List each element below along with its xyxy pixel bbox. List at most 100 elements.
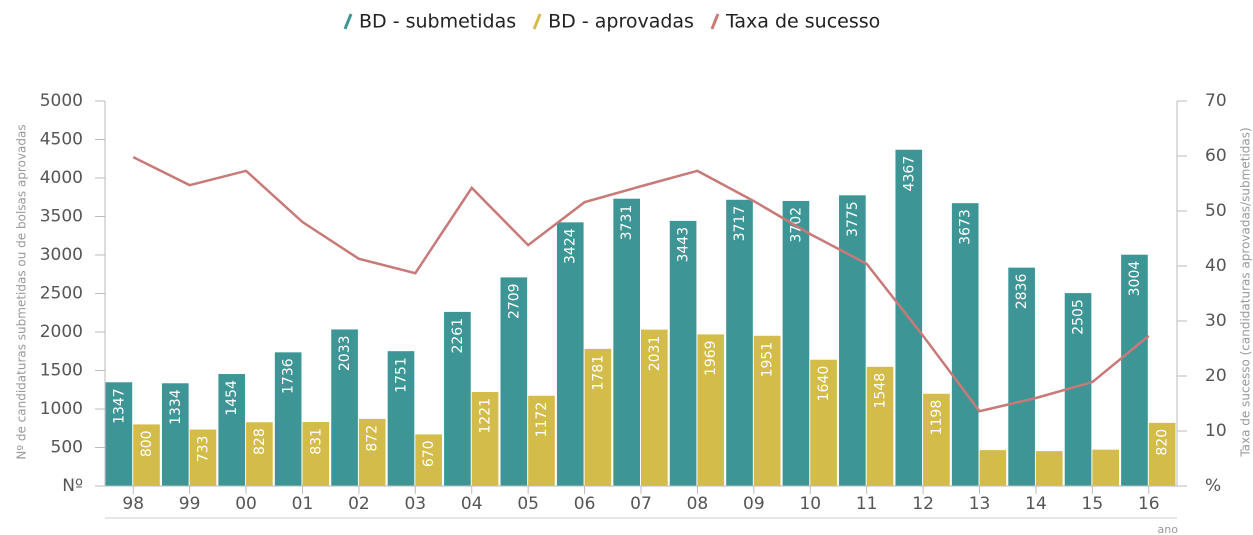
- x-tick-label: 03: [404, 494, 426, 514]
- bar: [1092, 449, 1120, 486]
- y-tick-label: Nº: [62, 476, 83, 496]
- rate-line: [132, 155, 1150, 413]
- x-tick-label: 99: [179, 494, 201, 514]
- data-label: 1454: [224, 380, 240, 416]
- bar: [246, 422, 273, 486]
- y-tick-label: 500: [51, 438, 83, 458]
- data-label: 2505: [1071, 299, 1087, 335]
- x-tick-label: 02: [348, 494, 370, 514]
- data-label: 733: [195, 436, 211, 463]
- bar: [528, 395, 555, 486]
- bar: [161, 383, 189, 486]
- y-tick-label: 3000: [40, 245, 83, 265]
- bar: [189, 429, 217, 486]
- bar: [274, 352, 302, 486]
- data-label: 3775: [845, 201, 861, 237]
- bar: [641, 329, 668, 486]
- data-label: 2261: [450, 318, 466, 354]
- bar: [753, 335, 781, 486]
- data-label: 1172: [534, 402, 550, 438]
- x-tick-label: 16: [1138, 494, 1160, 514]
- x-tick-label: 01: [292, 494, 314, 514]
- data-label: 828: [252, 428, 268, 455]
- bar: [782, 200, 810, 487]
- bar: [726, 199, 753, 486]
- y-axis-title: Nº de candidaturas submetidas ou de bols…: [15, 124, 29, 459]
- bar: [979, 450, 1007, 486]
- data-label: 3004: [1127, 261, 1143, 297]
- data-label: 3673: [958, 209, 974, 245]
- y2-tick-label: 70: [1205, 91, 1227, 111]
- y-tick-label: 2500: [40, 284, 83, 304]
- data-label: 831: [308, 428, 324, 455]
- y-tick-label: 3500: [40, 207, 83, 227]
- data-label: 1969: [703, 340, 719, 376]
- y-tick-label: 5000: [40, 91, 83, 111]
- data-label: 2033: [337, 335, 353, 371]
- data-label: 1347: [111, 388, 127, 424]
- y-tick-label: 2000: [40, 322, 83, 342]
- bar: [471, 391, 499, 486]
- y-tick-label: 1500: [40, 361, 83, 381]
- x-tick-label: 09: [743, 494, 765, 514]
- y-tick-label: 1000: [40, 399, 83, 419]
- bar: [415, 434, 442, 486]
- x-tick-label: 00: [235, 494, 257, 514]
- data-label: 472: [1098, 419, 1114, 446]
- bar: [444, 311, 471, 486]
- y2-tick-label: %: [1205, 476, 1221, 496]
- data-label: 466: [985, 419, 1001, 446]
- bar: [923, 393, 950, 486]
- data-label: 2836: [1014, 274, 1030, 310]
- data-label: 670: [421, 440, 437, 467]
- legend-label: BD - submetidas: [359, 11, 516, 33]
- data-label: 1548: [873, 373, 889, 409]
- data-label: 1736: [281, 358, 297, 394]
- bar: [1148, 422, 1176, 486]
- y2-tick-label: 40: [1205, 256, 1227, 276]
- x-tick-label: 06: [574, 494, 596, 514]
- bar: [839, 195, 866, 486]
- y2-axis-title: Taxa de sucesso (candidaturas aprovadas/…: [1239, 127, 1253, 457]
- bar: [697, 334, 725, 486]
- bar: [1035, 451, 1063, 486]
- x-tick-label: 05: [517, 494, 539, 514]
- data-label: 4367: [901, 156, 917, 192]
- bar: [302, 422, 330, 486]
- bar: [669, 220, 697, 486]
- legend-label: BD - aprovadas: [548, 11, 694, 33]
- data-label: 453: [1042, 420, 1058, 447]
- x-tick-label: 11: [856, 494, 878, 514]
- y2-tick-label: 50: [1205, 201, 1227, 221]
- legend-swatch: [343, 13, 353, 30]
- bar: [1008, 267, 1035, 486]
- data-label: 3731: [619, 205, 635, 241]
- bar: [331, 329, 358, 486]
- y2-tick-label: 10: [1205, 421, 1227, 441]
- x-tick-label: 04: [461, 494, 483, 514]
- legend-swatch: [710, 13, 720, 30]
- y-tick-label: 4500: [40, 130, 83, 150]
- legend: BD - submetidas BD - aprovadas Taxa de suc…: [343, 11, 880, 33]
- bar: [500, 277, 528, 486]
- data-label: 2709: [506, 283, 522, 319]
- y-tick-label: 4000: [40, 168, 83, 188]
- data-label: 2031: [647, 336, 663, 372]
- data-label: 872: [365, 425, 381, 452]
- data-label: 1640: [816, 366, 832, 402]
- data-label: 1951: [760, 342, 776, 378]
- bar: [951, 203, 979, 486]
- x-tick-label: 15: [1082, 494, 1104, 514]
- y2-tick-label: 20: [1205, 366, 1227, 386]
- data-label: 3443: [676, 227, 692, 263]
- x-tick-label: 07: [630, 494, 652, 514]
- bar: [1121, 254, 1148, 486]
- bar: [218, 374, 246, 486]
- legend-label: Taxa de sucesso: [725, 11, 880, 33]
- data-label: 1781: [590, 355, 606, 391]
- bar: [358, 418, 386, 486]
- data-label: 820: [1155, 429, 1171, 456]
- bar: [133, 424, 160, 486]
- x-axis-title: ano: [1158, 523, 1179, 535]
